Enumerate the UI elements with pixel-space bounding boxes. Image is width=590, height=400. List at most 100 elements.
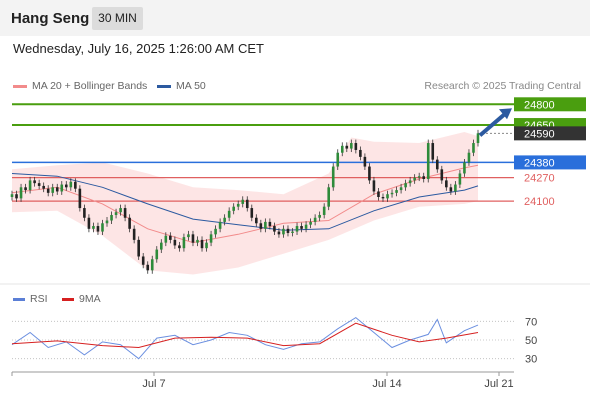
candle (155, 249, 159, 260)
candle (381, 196, 385, 199)
legend-9ma-swatch (62, 297, 74, 301)
candle (105, 220, 109, 224)
candle (422, 176, 426, 180)
level-label-24590: 24590 (524, 128, 555, 140)
candle (51, 187, 55, 193)
legend-ma20-swatch (13, 84, 27, 88)
candle (331, 166, 335, 188)
candle (435, 159, 439, 170)
candle (110, 214, 113, 221)
candle (449, 187, 453, 192)
candle (178, 245, 181, 249)
candle (458, 173, 462, 185)
rsi-tick-label: 30 (525, 354, 537, 366)
legend-ma50-label: MA 50 (176, 80, 206, 92)
candle (132, 228, 136, 240)
candle (223, 217, 226, 222)
candle (268, 221, 272, 227)
candle (417, 176, 421, 178)
level-label-24100: 24100 (524, 196, 555, 208)
timeframe-badge[interactable]: 30 MIN (92, 7, 143, 30)
candle (146, 264, 150, 271)
chart-header: Hang Seng 30 MIN (0, 0, 590, 36)
candle (426, 143, 430, 180)
candle (345, 145, 349, 149)
candle (37, 183, 41, 186)
candle (295, 226, 299, 232)
candle (304, 224, 308, 229)
legend-rsi-swatch (13, 297, 25, 301)
candle (64, 184, 68, 188)
legend-ma20-label: MA 20 + Bollinger Bands (32, 80, 148, 92)
candle (160, 242, 163, 250)
candle (340, 145, 344, 153)
candle (282, 228, 285, 235)
legend-rsi-label: RSI (30, 293, 48, 305)
candle (123, 208, 127, 218)
candle (19, 187, 23, 199)
candle (169, 235, 172, 240)
candle (408, 180, 412, 184)
level-box-24590 (514, 126, 586, 141)
candle (259, 223, 263, 229)
candle (83, 208, 86, 218)
candle (128, 217, 131, 229)
candle (28, 180, 32, 191)
candle (227, 210, 231, 218)
candle (33, 180, 36, 184)
candle (313, 217, 317, 222)
candle (245, 199, 249, 209)
candle (431, 143, 435, 160)
legend-rsi: RSI (13, 293, 48, 305)
instrument-title: Hang Seng (11, 10, 90, 27)
candle (141, 256, 145, 265)
legend-ma20: MA 20 + Bollinger Bands (13, 80, 147, 92)
candle (46, 188, 50, 193)
candle (173, 239, 177, 246)
candle (187, 234, 190, 238)
candle (318, 214, 321, 218)
rsi-9ma-line (11, 322, 479, 349)
candle (327, 187, 330, 207)
candle (24, 187, 27, 191)
candle (241, 199, 245, 204)
level-label-24270: 24270 (524, 173, 555, 185)
candle (390, 192, 394, 195)
candle (205, 242, 208, 249)
x-tick-label: Jul 14 (372, 378, 401, 390)
candle (413, 177, 416, 181)
candle (87, 217, 91, 229)
legend-ma50-swatch (157, 84, 171, 88)
candle (15, 194, 18, 199)
level-label-24380: 24380 (524, 157, 555, 169)
candle (10, 194, 14, 197)
candle (74, 181, 77, 189)
candle (322, 206, 326, 215)
candle (277, 231, 281, 235)
candle (96, 226, 100, 232)
candle (291, 231, 294, 233)
candle (60, 184, 64, 192)
candle (395, 190, 398, 193)
candle (114, 212, 118, 215)
candle (363, 156, 367, 167)
level-box-24800 (514, 97, 586, 112)
legend-9ma-label: 9MA (79, 293, 101, 305)
candle (476, 133, 480, 144)
projection-arrow (478, 109, 510, 137)
timestamp: Wednesday, July 16, 2025 1:26:00 AM CET (13, 41, 264, 56)
candle (354, 143, 358, 150)
rsi-tick-label: 70 (525, 316, 537, 328)
candle (42, 185, 45, 189)
candle (445, 180, 448, 188)
candle (55, 187, 59, 192)
x-tick-label: Jul 21 (484, 378, 513, 390)
bollinger-band (12, 132, 478, 275)
candle (264, 221, 267, 229)
candle (150, 259, 154, 271)
candle (191, 234, 195, 243)
candle (232, 206, 235, 211)
x-tick-label: Jul 7 (142, 378, 165, 390)
candle (69, 181, 73, 188)
candle (78, 188, 82, 209)
